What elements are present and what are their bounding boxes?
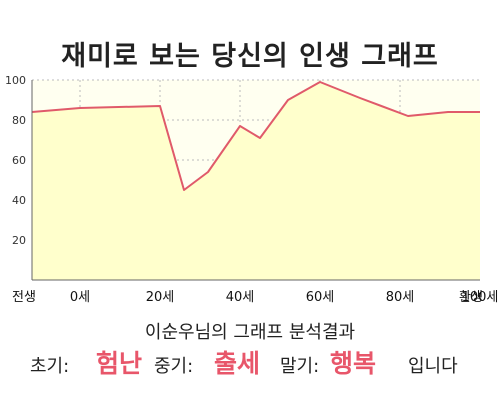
y-tick-label: 20 xyxy=(12,234,26,247)
mid-phase-value: 출세 xyxy=(214,349,261,378)
x-tick-label: 80세 xyxy=(386,290,415,305)
series-line xyxy=(31,81,480,191)
area-shape xyxy=(32,82,480,280)
early-phase-label: 초기: xyxy=(30,356,70,377)
x-tick-label: 100세 xyxy=(462,290,499,305)
late-phase-value: 행복 xyxy=(330,349,377,378)
x-tick-label: 20세 xyxy=(146,290,175,305)
y-tick-label: 80 xyxy=(12,114,26,127)
result-suffix: 입니다 xyxy=(408,356,458,377)
x-tick-label: 60세 xyxy=(306,290,335,305)
mid-phase-label: 중기: xyxy=(154,356,194,377)
y-tick-label: 100 xyxy=(5,74,26,87)
chart-title: 재미로 보는 당신의 인생 그래프 xyxy=(61,41,439,72)
area-fill xyxy=(32,82,480,280)
late-phase-label: 말기: xyxy=(280,356,320,377)
x-tick-label: 전생 xyxy=(12,290,36,305)
analysis-summary: 이순우님의 그래프 분석결과 xyxy=(144,322,356,343)
x-tick-label: 0세 xyxy=(70,290,90,305)
series-path xyxy=(31,81,480,191)
y-tick-labels: 20 40 60 80 100 xyxy=(5,74,26,247)
x-tick-label: 환생 xyxy=(459,290,483,305)
y-tick-label: 60 xyxy=(12,154,26,167)
phase-result-row: 초기: 험난 중기: 출세 말기: 행복 입니다 xyxy=(30,344,480,384)
x-tick-label: 40세 xyxy=(226,290,255,305)
early-phase-value: 험난 xyxy=(96,349,143,378)
y-tick-label: 40 xyxy=(12,194,26,207)
